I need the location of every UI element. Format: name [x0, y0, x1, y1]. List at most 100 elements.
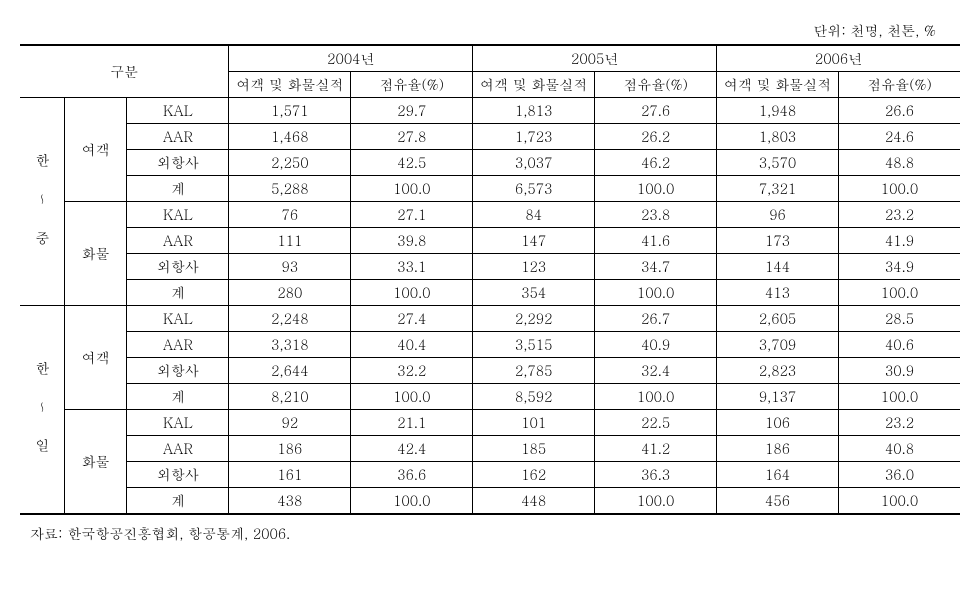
carrier-cell: 계: [127, 280, 229, 306]
source-label: 자료: 한국항공진흥협회, 항공통계, 2006.: [20, 523, 956, 543]
data-cell: 24.6: [839, 124, 960, 150]
data-cell: 106: [717, 410, 839, 436]
data-cell: 2,605: [717, 306, 839, 332]
data-cell: 21.1: [351, 410, 473, 436]
data-cell: 173: [717, 228, 839, 254]
data-cell: 26.7: [595, 306, 717, 332]
data-cell: 186: [717, 436, 839, 462]
data-cell: 3,037: [473, 150, 595, 176]
data-cell: 41.2: [595, 436, 717, 462]
data-cell: 100.0: [839, 176, 960, 202]
data-cell: 354: [473, 280, 595, 306]
route-japan: 한 ∼ 일: [20, 306, 64, 515]
data-cell: 100.0: [595, 280, 717, 306]
data-cell: 100.0: [595, 488, 717, 515]
data-cell: 96: [717, 202, 839, 228]
data-cell: 100.0: [839, 384, 960, 410]
data-cell: 456: [717, 488, 839, 515]
header-sub-val-2005: 여객 및 화물실적: [473, 72, 595, 98]
data-cell: 1,571: [229, 98, 351, 124]
data-cell: 92: [229, 410, 351, 436]
data-cell: 162: [473, 462, 595, 488]
data-cell: 32.2: [351, 358, 473, 384]
carrier-cell: 외항사: [127, 150, 229, 176]
carrier-cell: KAL: [127, 202, 229, 228]
data-cell: 100.0: [351, 384, 473, 410]
data-cell: 147: [473, 228, 595, 254]
data-cell: 84: [473, 202, 595, 228]
header-sub-val-2004: 여객 및 화물실적: [229, 72, 351, 98]
header-category: 구분: [20, 45, 229, 98]
data-cell: 32.4: [595, 358, 717, 384]
data-cell: 5,288: [229, 176, 351, 202]
data-cell: 164: [717, 462, 839, 488]
data-cell: 1,723: [473, 124, 595, 150]
data-cell: 111: [229, 228, 351, 254]
data-cell: 93: [229, 254, 351, 280]
data-cell: 28.5: [839, 306, 960, 332]
data-cell: 26.2: [595, 124, 717, 150]
data-cell: 2,250: [229, 150, 351, 176]
data-cell: 438: [229, 488, 351, 515]
data-cell: 448: [473, 488, 595, 515]
type-passenger: 여객: [64, 98, 126, 202]
data-cell: 22.5: [595, 410, 717, 436]
data-cell: 23.8: [595, 202, 717, 228]
data-cell: 41.6: [595, 228, 717, 254]
header-sub-pct-2005: 점유율(%): [595, 72, 717, 98]
data-cell: 100.0: [351, 488, 473, 515]
data-cell: 1,468: [229, 124, 351, 150]
data-cell: 100.0: [351, 176, 473, 202]
data-cell: 27.4: [351, 306, 473, 332]
data-cell: 101: [473, 410, 595, 436]
data-cell: 9,137: [717, 384, 839, 410]
data-cell: 3,318: [229, 332, 351, 358]
header-sub-pct-2004: 점유율(%): [351, 72, 473, 98]
carrier-cell: KAL: [127, 410, 229, 436]
carrier-cell: 계: [127, 488, 229, 515]
carrier-cell: KAL: [127, 98, 229, 124]
data-cell: 144: [717, 254, 839, 280]
data-cell: 3,570: [717, 150, 839, 176]
data-cell: 41.9: [839, 228, 960, 254]
unit-label: 단위: 천명, 천톤, %: [20, 20, 956, 40]
data-cell: 123: [473, 254, 595, 280]
carrier-cell: KAL: [127, 306, 229, 332]
data-cell: 30.9: [839, 358, 960, 384]
data-cell: 100.0: [595, 176, 717, 202]
carrier-cell: 외항사: [127, 254, 229, 280]
data-cell: 1,813: [473, 98, 595, 124]
data-cell: 161: [229, 462, 351, 488]
data-cell: 8,592: [473, 384, 595, 410]
header-year-2004: 2004년: [229, 45, 473, 72]
data-cell: 7,321: [717, 176, 839, 202]
header-year-2005: 2005년: [473, 45, 717, 72]
data-cell: 100.0: [595, 384, 717, 410]
data-cell: 29.7: [351, 98, 473, 124]
data-cell: 100.0: [839, 488, 960, 515]
carrier-cell: AAR: [127, 124, 229, 150]
data-cell: 6,573: [473, 176, 595, 202]
data-cell: 27.8: [351, 124, 473, 150]
type-passenger: 여객: [64, 306, 126, 410]
data-cell: 23.2: [839, 410, 960, 436]
carrier-cell: 계: [127, 176, 229, 202]
carrier-cell: 외항사: [127, 358, 229, 384]
type-cargo: 화물: [64, 410, 126, 515]
data-cell: 76: [229, 202, 351, 228]
data-cell: 40.6: [839, 332, 960, 358]
data-cell: 1,803: [717, 124, 839, 150]
data-cell: 40.4: [351, 332, 473, 358]
data-cell: 280: [229, 280, 351, 306]
header-sub-val-2006: 여객 및 화물실적: [717, 72, 839, 98]
data-cell: 3,709: [717, 332, 839, 358]
data-cell: 40.9: [595, 332, 717, 358]
data-cell: 100.0: [351, 280, 473, 306]
data-cell: 48.8: [839, 150, 960, 176]
carrier-cell: 외항사: [127, 462, 229, 488]
data-cell: 42.5: [351, 150, 473, 176]
data-cell: 36.6: [351, 462, 473, 488]
carrier-cell: AAR: [127, 332, 229, 358]
data-cell: 27.1: [351, 202, 473, 228]
data-cell: 2,248: [229, 306, 351, 332]
